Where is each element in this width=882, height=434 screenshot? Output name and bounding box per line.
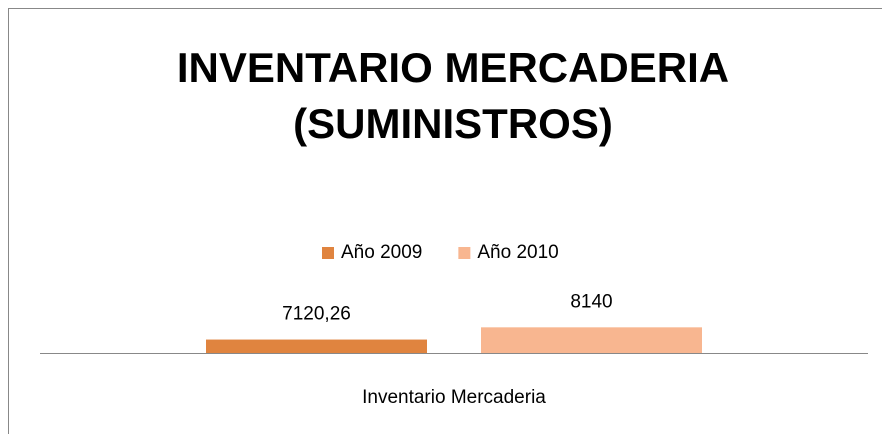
legend-swatch	[458, 247, 471, 259]
bar	[481, 327, 702, 353]
legend-label: Año 2010	[477, 242, 558, 263]
bar	[206, 339, 427, 353]
chart-title: INVENTARIO MERCADERIA (SUMINISTROS)	[176, 44, 730, 147]
chart-frame	[8, 8, 882, 434]
data-label: 7120,26	[282, 304, 351, 325]
x-tick-label: Inventario Mercaderia	[362, 387, 546, 408]
data-label: 8140	[570, 291, 612, 312]
legend-label: Año 2009	[341, 242, 422, 263]
legend-swatch	[322, 247, 334, 259]
